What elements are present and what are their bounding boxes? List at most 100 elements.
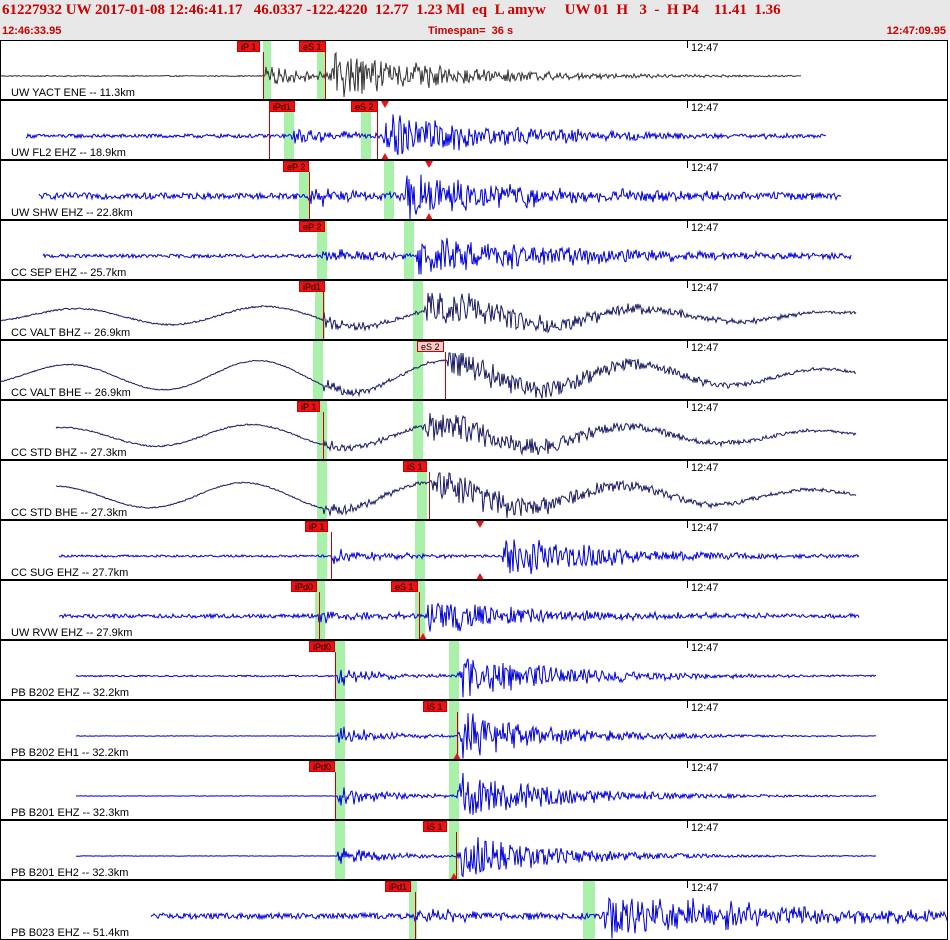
waveform-panel[interactable]: iP 1 eS 1 12:47 UW YACT ENE -- 11.3km	[0, 40, 948, 100]
phase-pick-flag[interactable]: iPd1	[269, 101, 296, 112]
minute-time-label: 12:47	[691, 582, 719, 594]
pick-line[interactable]	[331, 532, 332, 579]
waveform-panel[interactable]: iP 1 12:47 CC SUG EHZ -- 27.7km	[0, 520, 948, 580]
minute-time-label: 12:47	[691, 222, 719, 234]
waveform-panel[interactable]: eS 2 12:47 CC VALT BHE -- 26.9km	[0, 340, 948, 400]
phase-pick-flag[interactable]: iPd1	[299, 281, 326, 292]
trace-line	[1, 352, 857, 399]
phase-pick-flag[interactable]: iP 1	[297, 401, 321, 412]
minute-time-label: 12:47	[691, 762, 719, 774]
phase-window-band	[449, 701, 459, 759]
phase-window-band	[317, 221, 327, 279]
seismogram-trace	[25, 114, 827, 156]
phase-pick-flag[interactable]: iPd0	[309, 641, 336, 652]
channel-label: CC STD BHZ -- 27.3km	[11, 447, 127, 459]
trace-line	[58, 602, 860, 632]
amp-marker-down-icon	[476, 521, 484, 528]
waveform-panel[interactable]: iPd0 eS 1 12:47 UW RVW EHZ -- 27.9km	[0, 580, 948, 640]
channel-label: CC VALT BHZ -- 26.9km	[11, 327, 131, 339]
pick-line[interactable]	[335, 652, 336, 699]
pick-line[interactable]	[323, 292, 324, 339]
pick-line[interactable]	[445, 352, 446, 399]
phase-pick-flag[interactable]: iS 1	[423, 701, 447, 712]
phase-window-band	[317, 521, 327, 579]
waveform-panel[interactable]: iS 1 12:47 PB B201 EH2 -- 32.3km	[0, 820, 948, 880]
waveform-panel[interactable]: eP 2 12:47 UW SHW EHZ -- 22.8km	[0, 160, 948, 220]
seismogram-trace	[150, 896, 947, 939]
pick-line[interactable]	[269, 112, 270, 159]
trace-line	[55, 472, 857, 519]
pick-line[interactable]	[377, 112, 378, 159]
phase-pick-flag[interactable]: eP 2	[283, 161, 310, 172]
waveform-panel[interactable]: iP 1 12:47 CC STD BHZ -- 27.3km	[0, 400, 948, 460]
pick-line[interactable]	[419, 592, 420, 639]
minute-time-label: 12:47	[691, 282, 719, 294]
pick-line[interactable]	[309, 172, 310, 219]
pick-line[interactable]	[457, 712, 458, 759]
waveform-panel[interactable]: iPd0 12:47 PB B201 EHZ -- 32.3km	[0, 760, 948, 820]
phase-window-band	[263, 41, 271, 99]
minute-tick	[687, 521, 688, 528]
pick-line[interactable]	[335, 772, 336, 819]
phase-pick-flag[interactable]: iP 1	[305, 521, 329, 532]
trace-line	[75, 658, 877, 698]
phase-pick-flag[interactable]: eS 2	[351, 101, 378, 112]
end-time-label: 12:47:09.95	[886, 25, 946, 37]
phase-pick-flag[interactable]: iS 1	[423, 821, 447, 832]
minute-tick	[687, 221, 688, 228]
channel-label: CC VALT BHE -- 26.9km	[11, 387, 131, 399]
pick-line[interactable]	[319, 592, 320, 639]
phase-pick-flag[interactable]: iPd1	[385, 881, 412, 892]
phase-pick-flag[interactable]: eS 1	[391, 581, 418, 592]
phase-pick-flag[interactable]: eP 2	[299, 221, 326, 232]
pick-line[interactable]	[429, 472, 430, 519]
seismogram-trace	[42, 237, 852, 275]
trace-line	[42, 237, 852, 275]
minute-tick	[687, 341, 688, 348]
waveform-panel-stack: iP 1 eS 1 12:47 UW YACT ENE -- 11.3km iPd1 eS…	[0, 40, 950, 940]
seismogram-trace	[58, 602, 860, 632]
event-summary-title: 61227932 UW 2017-01-08 12:46:41.17 46.03…	[2, 2, 781, 18]
waveform-panel[interactable]: iS 1 12:47 CC STD BHE -- 27.3km	[0, 460, 948, 520]
minute-tick	[687, 101, 688, 108]
phase-window-band	[415, 521, 425, 579]
pick-line[interactable]	[325, 52, 326, 99]
phase-pick-flag[interactable]: iPd0	[291, 581, 318, 592]
trace-line	[75, 713, 877, 759]
channel-label: PB B201 EH2 -- 32.3km	[11, 867, 129, 879]
waveform-panel[interactable]: eP 2 12:47 CC SEP EHZ -- 25.7km	[0, 220, 948, 280]
phase-window-band	[417, 461, 427, 519]
minute-tick	[687, 41, 688, 48]
amp-marker-down-icon	[381, 101, 389, 108]
phase-window-band	[315, 281, 325, 339]
phase-pick-flag[interactable]: iPd0	[309, 761, 336, 772]
phase-window-band	[335, 821, 345, 879]
timespan-label: Timespan= 36 s	[428, 25, 514, 37]
minute-tick	[687, 641, 688, 648]
minute-time-label: 12:47	[691, 42, 719, 54]
trace-line	[1, 292, 857, 334]
waveform-panel[interactable]: iPd1 12:47 CC VALT BHZ -- 26.9km	[0, 280, 948, 340]
waveform-panel[interactable]: iPd1 eS 2 12:47 UW FL2 EHZ -- 18.9km	[0, 100, 948, 160]
seismogram-trace	[55, 472, 857, 519]
waveform-panel[interactable]: iPd1 12:47 PB B023 EHZ -- 51.4km	[0, 880, 948, 940]
phase-window-band	[315, 581, 325, 639]
amp-marker-up-icon	[450, 873, 458, 879]
phase-pick-flag[interactable]: iS 1	[403, 461, 427, 472]
waveform-panel[interactable]: iPd0 12:47 PB B202 EHZ -- 32.2km	[0, 640, 948, 700]
trace-line	[150, 896, 947, 939]
pick-line[interactable]	[456, 832, 457, 879]
pick-line[interactable]	[323, 412, 324, 459]
trace-line	[25, 114, 827, 156]
phase-window-band	[299, 161, 309, 219]
minute-tick	[687, 761, 688, 768]
pick-line[interactable]	[263, 52, 264, 99]
phase-pick-flag[interactable]: iP 1	[237, 41, 261, 52]
waveform-panel[interactable]: iS 1 12:47 PB B202 EH1 -- 32.2km	[0, 700, 948, 760]
phase-pick-flag[interactable]: eS 1	[299, 41, 326, 52]
pick-line[interactable]	[415, 892, 416, 939]
phase-window-band	[284, 101, 294, 159]
trace-line	[76, 772, 877, 815]
phase-pick-flag[interactable]: eS 2	[417, 341, 444, 352]
minute-time-label: 12:47	[691, 882, 719, 894]
